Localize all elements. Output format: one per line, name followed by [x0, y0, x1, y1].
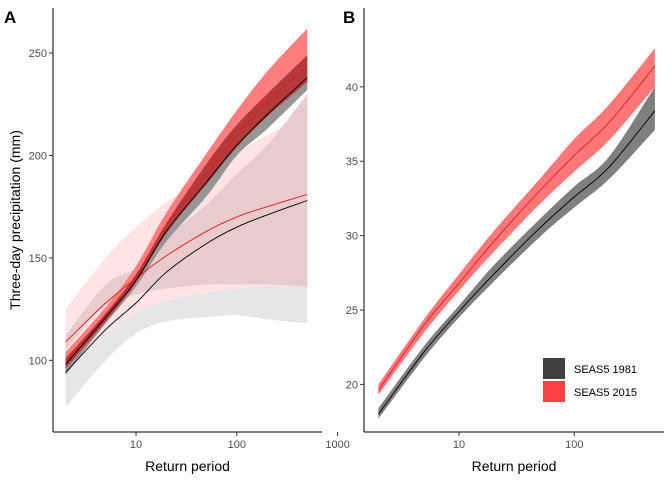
y-tick-label: 25	[346, 305, 358, 317]
fit-line-9	[65, 65, 308, 363]
confidence-band-3	[65, 71, 308, 375]
y-tick-label: 30	[346, 231, 358, 243]
x-tick-label: 10	[130, 439, 142, 451]
confidence-band-1	[378, 48, 655, 395]
x-tick-label: 100	[565, 439, 583, 451]
legend: SEAS5 1981 SEAS5 2015	[543, 358, 637, 402]
fit-line-6	[65, 200, 308, 373]
x-tick-label: 100	[228, 439, 246, 451]
panel-a: 100 150 200 250 10 100 1000 Return period Three-…	[4, 8, 350, 474]
y-axis-title: Three-day precipitation (mm)	[7, 130, 23, 310]
legend-key	[543, 381, 565, 402]
y-tick-label: 200	[29, 150, 47, 162]
y-tick-label: 250	[29, 48, 47, 60]
y-tick-label: 150	[29, 253, 47, 265]
legend-key	[543, 358, 565, 379]
fit-line-2	[378, 110, 656, 415]
y-tick-label: 100	[29, 355, 47, 367]
x-axis-title: Return period	[145, 458, 230, 474]
x-tick-label: 10	[453, 439, 465, 451]
y-tick-label: 40	[346, 82, 358, 94]
y-tick-label: 35	[346, 156, 358, 168]
legend-label: SEAS5 1981	[574, 364, 637, 376]
panel-letter: B	[343, 8, 355, 27]
legend-label: SEAS5 2015	[574, 387, 637, 399]
fit-line-8	[65, 77, 308, 365]
fit-line-3	[378, 65, 656, 391]
y-tick-label: 20	[346, 379, 358, 391]
x-axis-title: Return period	[472, 458, 557, 474]
confidence-band-0	[378, 86, 655, 419]
panel-letter: A	[4, 8, 16, 27]
fit-line-7	[65, 193, 308, 343]
x-tick-label: 1000	[325, 439, 349, 451]
